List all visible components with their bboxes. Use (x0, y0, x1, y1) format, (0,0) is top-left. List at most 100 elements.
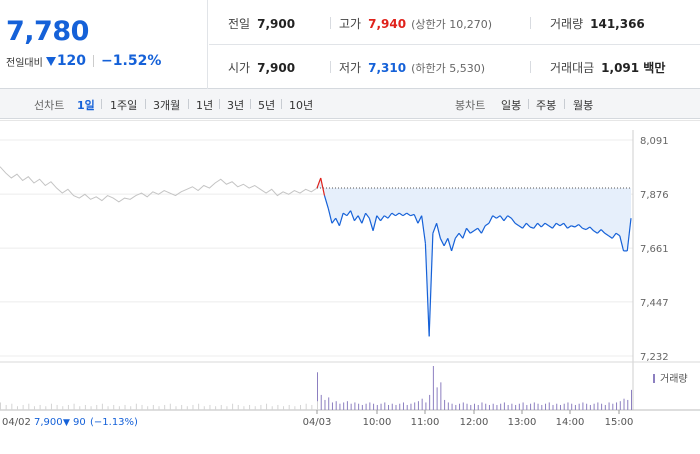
volume-bar (444, 399, 446, 410)
volume-bar (391, 403, 393, 410)
price-summary-panel: 7,780 전일대비 120 −1.52% 전일 7,900 고가 7,940 … (0, 0, 700, 89)
price-line-segment (484, 222, 490, 227)
volume-bar (369, 402, 371, 410)
prev-volume-bar (90, 406, 92, 410)
change-divider (93, 55, 95, 67)
period-10y-button[interactable]: 10년 (289, 99, 314, 112)
volume-bar (631, 389, 632, 410)
prev-volume-bar (249, 404, 251, 410)
candle-monthly-button[interactable]: 월봉 (573, 99, 594, 112)
volume-bar (500, 403, 502, 410)
volume-bar (541, 404, 543, 410)
prev-volume-bar (67, 404, 69, 410)
price-line-segment (398, 212, 404, 217)
price-line-segment (469, 230, 475, 234)
prev-volume-bar (271, 406, 273, 410)
period-1y-button[interactable]: 1년 (196, 99, 214, 112)
x-tick-label: 10:00 (363, 417, 392, 428)
price-line-segment (608, 235, 613, 239)
price-line-segment (320, 177, 326, 196)
volume-bar (425, 402, 427, 410)
prev-volume-bar (198, 403, 200, 410)
period-1w-button[interactable]: 1주일 (110, 99, 138, 112)
volume-bar (350, 403, 352, 410)
stat-trade-value: 거래대금 1,091 백만 (550, 59, 665, 76)
current-price: 7,780 (6, 16, 89, 47)
period-divider (250, 99, 251, 109)
price-line-segment (589, 226, 595, 232)
volume-bar (563, 403, 565, 410)
stat-prev-close: 전일 7,900 (228, 15, 295, 32)
candle-daily-button[interactable]: 일봉 (501, 99, 522, 112)
price-line-segment (439, 238, 445, 247)
volume-bar (477, 404, 479, 410)
line-chart-label: 선차트 (34, 99, 65, 112)
volume-bar (358, 403, 360, 410)
volume-bar (559, 404, 561, 410)
price-line-segment (350, 210, 355, 221)
y-tick-label: 8,091 (640, 136, 669, 147)
prev-volume-bar (101, 403, 103, 410)
period-5y-button[interactable]: 5년 (258, 99, 276, 112)
prev-volume-bar (266, 403, 268, 410)
price-line-segment (510, 217, 516, 224)
change-label: 전일대비 (6, 57, 43, 69)
x-tick-label: 13:00 (508, 417, 537, 428)
period-3m-button[interactable]: 3개월 (153, 99, 181, 112)
period-divider (564, 99, 565, 109)
volume-bar (518, 403, 520, 410)
candle-chart-label: 봉차트 (455, 99, 486, 112)
period-1d-button[interactable]: 1일 (77, 99, 95, 112)
price-line-segment (380, 215, 385, 222)
price-line-segment (413, 214, 419, 224)
volume-bar (402, 402, 404, 410)
price-line-segment (383, 215, 389, 219)
price-line-segment (357, 215, 363, 224)
volume-bar (421, 398, 423, 410)
price-line-segment (619, 235, 625, 252)
prev-volume-bar (294, 406, 296, 410)
price-line-segment (507, 215, 512, 219)
prev-volume-bar (11, 403, 13, 410)
below-reference-area (317, 177, 631, 337)
price-line-segment (331, 217, 337, 224)
volume-bar (545, 403, 547, 410)
current-price-box: 7,780 전일대비 120 −1.52% (0, 0, 208, 89)
prev-volume-bar (39, 404, 41, 410)
price-line-segment (402, 212, 408, 217)
stat-value: 1,091 백만 (601, 61, 666, 75)
prev-volume-bar (5, 404, 7, 410)
volume-bar (507, 404, 509, 410)
price-line-segment (503, 215, 509, 222)
price-line-segment (327, 208, 333, 224)
prev-day-change-pct: (−1.13%) (90, 417, 138, 428)
prev-volume-bar (192, 404, 194, 410)
price-line-segment (338, 213, 344, 226)
volume-bar (623, 398, 625, 410)
y-tick-label: 7,447 (640, 298, 669, 309)
volume-bar (343, 402, 345, 410)
prev-volume-bar (300, 404, 302, 410)
volume-bar (466, 403, 468, 410)
period-3y-button[interactable]: 3년 (227, 99, 245, 112)
volume-bar (399, 403, 401, 410)
price-line-segment (548, 225, 553, 229)
prev-volume-bar (243, 406, 245, 410)
price-line-segment (462, 228, 468, 239)
volume-bar (488, 404, 490, 410)
volume-bar (440, 382, 442, 410)
stat-value: 7,940 (368, 16, 407, 31)
period-divider (219, 99, 220, 109)
price-line-segment (323, 195, 329, 209)
prev-volume-bar (135, 403, 137, 410)
prev-volume-bar (118, 406, 120, 410)
price-line-segment (466, 227, 471, 234)
price-line-segment (582, 227, 587, 231)
stat-note: (하한가 5,530) (411, 61, 485, 75)
price-line-segment (342, 212, 348, 217)
price-line-segment (353, 215, 359, 222)
volume-bar (335, 401, 337, 410)
volume-bar (627, 399, 629, 410)
candle-weekly-button[interactable]: 주봉 (536, 99, 557, 112)
prev-volume-bar (317, 401, 318, 410)
